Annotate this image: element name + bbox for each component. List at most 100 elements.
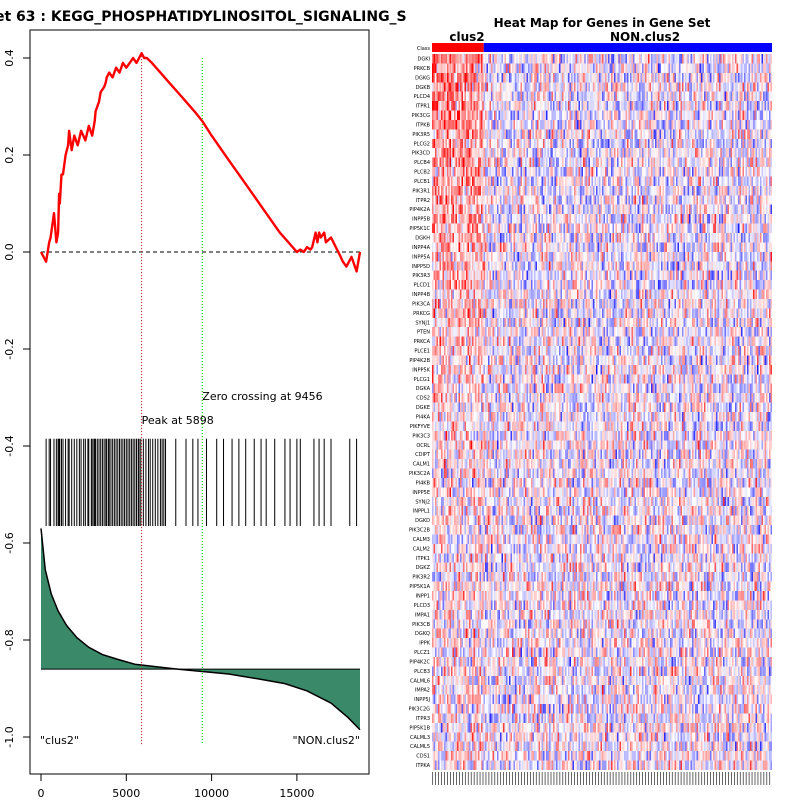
gene-label: PLCD3 [414,603,430,609]
enrichment-score-curve [39,52,362,273]
y-tick-label: 0.2 [3,146,16,164]
gene-label: PIK3C2A [409,471,431,477]
x-tick-label: 5000 [112,787,140,800]
class-bar-clus2 [432,43,484,52]
x-tick-label: 15000 [279,787,314,800]
gene-label: DGKD [415,518,430,524]
gene-label: PIK3CG [412,113,430,119]
gene-label: INPPL1 [413,509,430,515]
class-label-non-clus2: NON.clus2 [610,30,680,44]
gene-label: PIK3C2G [409,707,431,713]
gene-label: PRKCB [414,66,431,72]
gene-label: IPPK [419,641,431,647]
guide-lines [41,53,360,745]
gene-label: INPP5A [412,254,430,260]
class-annotation-right: "NON.clus2" [292,734,360,747]
gene-label: INPP5J [414,697,430,703]
gene-label: DGKH [415,236,430,242]
y-tick-label: -0.8 [3,629,16,650]
gene-label: INPP5K [412,367,430,373]
gene-label: CDS2 [416,396,430,402]
gene-label: ITPKA [416,763,431,769]
gene-label: INPP5B [412,217,430,223]
gene-label: ITPR2 [416,198,430,204]
gene-label: INPP5E [412,490,430,496]
heatmap-title: Heat Map for Genes in Gene Set [494,16,711,30]
sample-labels [432,772,771,785]
gene-label: CALM3 [413,537,430,543]
gene-label: PLCZ1 [414,650,430,656]
gene-label: PLCD4 [414,94,430,100]
gene-label: PLCB4 [414,160,430,166]
gene-label: DGKG [415,75,430,81]
zero-crossing-label: Zero crossing at 9456 [202,390,322,403]
gene-label: ITPK1 [416,556,430,562]
x-tick-label: 10000 [194,787,229,800]
gene-label: SYNJ1 [415,320,430,326]
gene-label: PLCG2 [414,141,430,147]
ranked-metric-curve [40,528,361,731]
gene-label: PIK3CB [412,622,430,628]
gene-label: PIK3R1 [412,188,430,194]
y-tick-label: -0.2 [3,338,16,359]
gene-label: CALML5 [410,744,430,750]
y-tick-label: -0.6 [3,532,16,553]
gene-label: CALML3 [410,735,430,741]
gene-label: CALML6 [410,678,430,684]
gene-label: PLCG1 [414,377,430,383]
ranked-metric-fill [41,528,360,730]
es-line [39,52,362,273]
y-tick-label: 0.0 [3,243,16,261]
gene-label: DGKE [416,405,430,411]
gene-labels: DGKI PRKCB DGKG DGKB PLCD4 ITPR1 PIK3CG ITPKB PI… [409,57,431,770]
gene-label: PIP5K1B [409,725,430,731]
hit-bars [45,438,358,527]
gene-label: PIK3CA [412,301,430,307]
gene-label: PRKCA [414,339,431,345]
gene-label: ITPR3 [416,716,430,722]
heatmap-matrix [432,54,772,770]
gene-label: PIP4K2A [409,207,430,213]
class-row-label: Class [417,46,431,52]
class-bar [432,43,772,52]
heatmap-cells [432,54,772,770]
gene-label: INPP4A [412,245,430,251]
gene-label: PI4KB [416,480,431,486]
gene-label: CALM1 [413,462,430,468]
y-tick-label: -1.0 [3,726,16,747]
x-axis: 0 5000 10000 15000 [38,773,314,800]
gene-label: DGKI [418,57,430,63]
gene-label: PIK3R5 [412,132,430,138]
y-tick-label: 0.4 [3,49,16,67]
gene-label: PI4KA [416,415,431,421]
gene-label: PIK3R3 [412,273,430,279]
gene-label: ITPKB [416,122,431,128]
gene-label: PIKFYVE [410,424,430,430]
gene-label: PTEN [417,330,430,336]
gene-label: PRKCG [413,311,430,317]
gene-label: OCRL [416,443,430,449]
gene-label: PIK3C3 [412,433,430,439]
gene-label: INPP5D [412,264,430,270]
gene-label: IMPA2 [415,688,430,694]
gene-label: CDIPT [415,452,431,458]
gene-label: PLCB2 [414,170,430,176]
gene-label: PLCB3 [414,669,430,675]
gene-label: PIP4K2C [409,659,430,665]
class-bar-non-clus2 [483,43,772,52]
gene-label: PIK3C2B [409,528,431,534]
enrichment-plot: et 63 : KEGG_PHOSPHATIDYLINOSITOL_SIGNAL… [0,9,407,800]
gene-label: INPP4B [412,292,430,298]
y-axis: 0.4 0.2 0.0 -0.2 -0.4 -0.6 -0.8 -1.0 [3,49,31,748]
gene-label: CALM2 [413,546,430,552]
gene-label: SYNJ2 [415,499,430,505]
heat-map: Heat Map for Genes in Gene Set clus2 NON… [409,16,772,785]
gene-label: DGKB [416,85,431,91]
gene-label: PIP5K1A [409,584,430,590]
gene-label: IMPA1 [415,612,430,618]
gene-label: PIP5K1C [409,226,430,232]
y-tick-label: -0.4 [3,435,16,456]
class-label-clus2: clus2 [449,30,484,44]
gene-label: PLCE1 [414,349,430,355]
